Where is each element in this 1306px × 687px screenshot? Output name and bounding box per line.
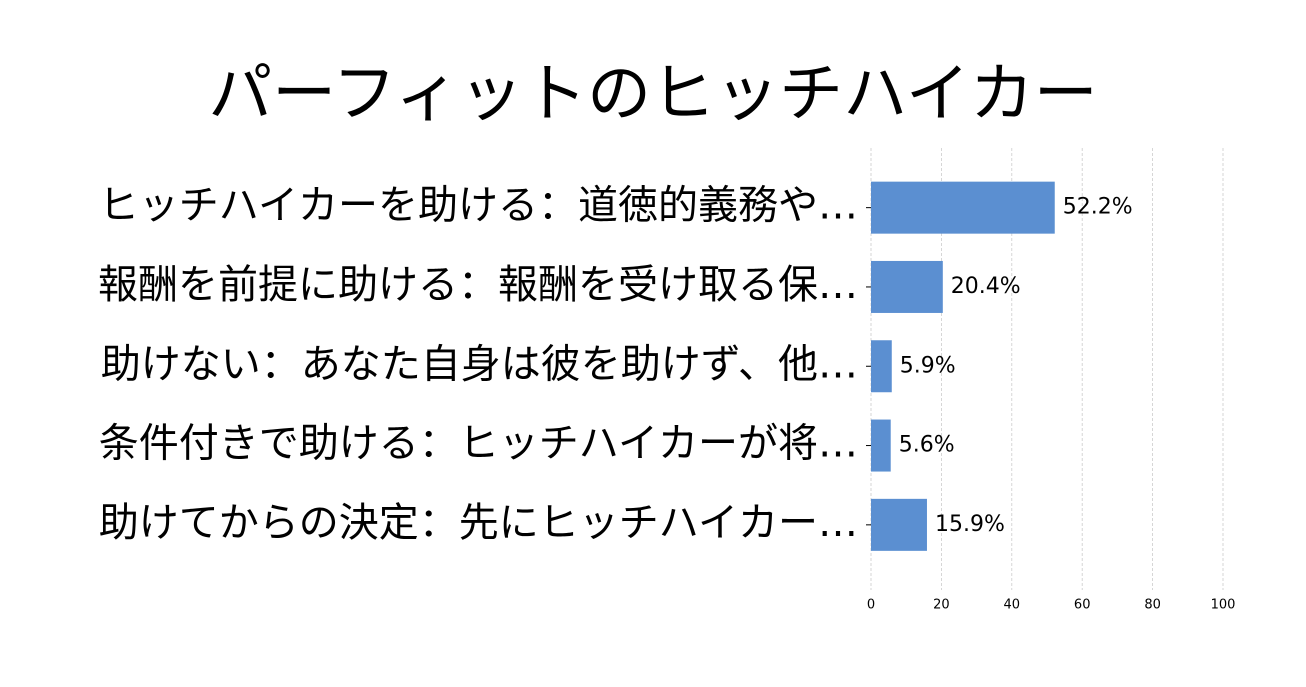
y-tick-label: 助けない：あなた自身は彼を助けず、他…: [101, 341, 858, 387]
x-tick-label: 20: [933, 598, 950, 613]
y-tick-label: 条件付きで助ける：ヒッチハイカーが将…: [99, 421, 858, 467]
x-tick-label: 80: [1144, 598, 1161, 613]
value-label: 15.9%: [935, 512, 1005, 537]
value-label: 5.9%: [900, 353, 956, 378]
x-tick-label: 60: [1074, 598, 1091, 613]
value-label: 5.6%: [899, 433, 955, 458]
y-tick-label: 報酬を前提に助ける：報酬を受け取る保…: [98, 262, 858, 308]
x-tick-label: 0: [867, 598, 875, 613]
x-tick-label: 100: [1211, 598, 1236, 613]
bar: [871, 260, 943, 313]
x-tick-label: 40: [1004, 598, 1021, 613]
value-label: 52.2%: [1063, 195, 1133, 220]
bar: [871, 340, 892, 393]
value-label: 20.4%: [951, 274, 1021, 299]
bar: [871, 419, 891, 472]
y-tick-label: 助けてからの決定：先にヒッチハイカー…: [99, 500, 858, 546]
chart-title: パーフィットのヒッチハイカー: [208, 58, 1098, 132]
bar: [871, 498, 927, 551]
bar: [871, 181, 1055, 234]
y-tick-label: ヒッチハイカーを助ける：道徳的義務や…: [99, 183, 858, 229]
